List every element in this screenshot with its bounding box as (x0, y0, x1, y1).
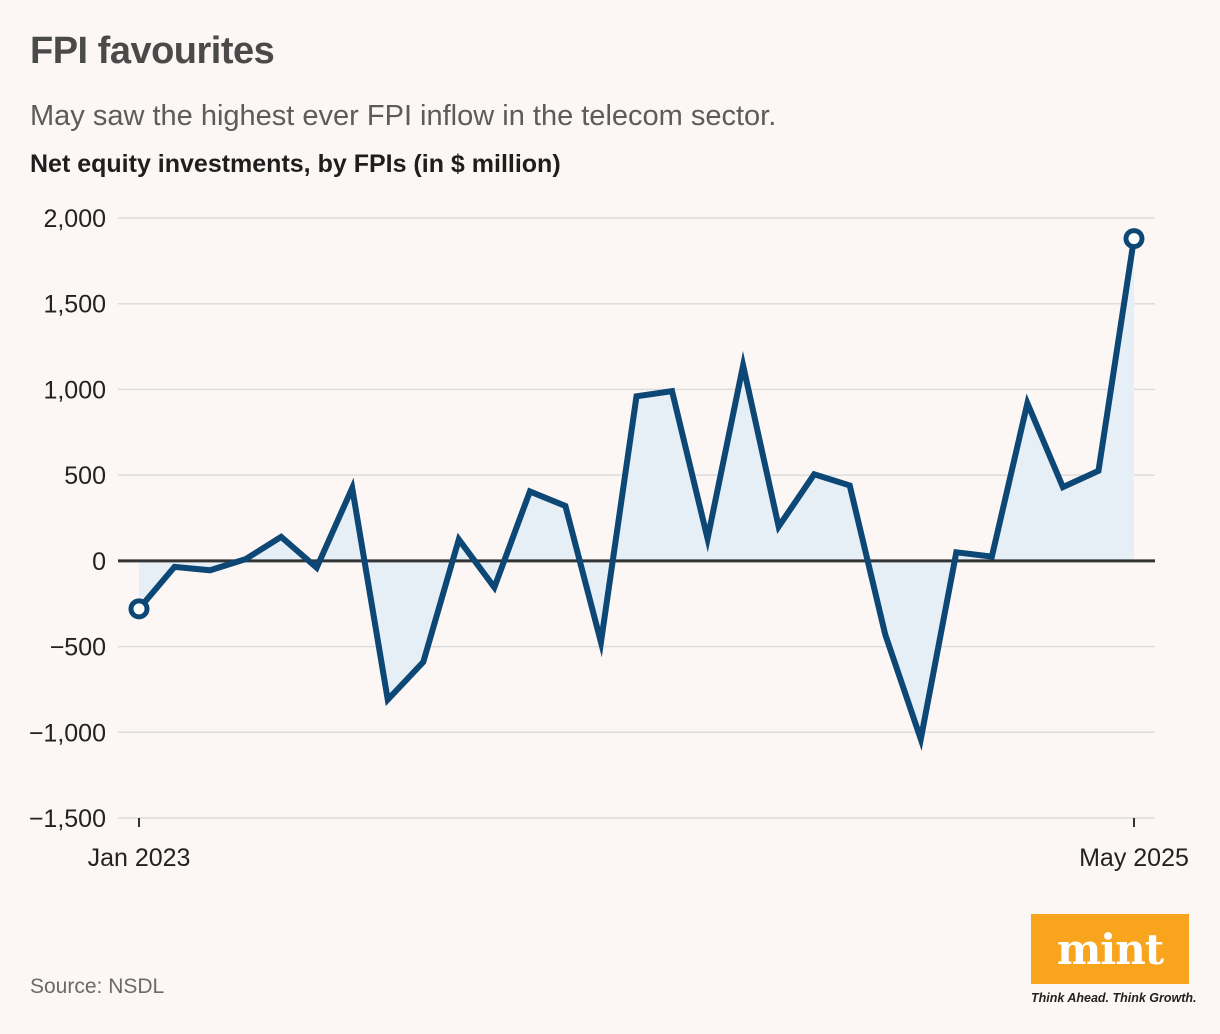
chart-title: FPI favourites (30, 30, 275, 72)
y-tick-label: 500 (64, 462, 106, 490)
logo-tagline: Think Ahead. Think Growth. (1031, 991, 1197, 1005)
y-tick-label: 0 (92, 548, 106, 576)
x-tick-label: Jan 2023 (88, 844, 191, 872)
axis-title: Net equity investments, by FPIs (in $ mi… (30, 150, 561, 178)
y-tick-label: 1,000 (43, 376, 106, 404)
x-tick-label: May 2025 (1079, 844, 1189, 872)
mint-logo: mint (1031, 914, 1189, 984)
x-axis: Jan 2023 May 2025 (88, 818, 1189, 872)
y-tick-label: −500 (50, 634, 106, 662)
area-path (139, 238, 1134, 740)
y-tick-label: −1,500 (29, 805, 106, 833)
y-tick-label: −1,000 (29, 719, 106, 747)
y-axis-tick-labels: 2,000 1,500 1,000 500 0 −500 −1,000 −1,500 (29, 205, 106, 833)
y-tick-label: 2,000 (43, 205, 106, 233)
highlight-point (1123, 228, 1145, 250)
data-points (128, 228, 1145, 620)
source-note: Source: NSDL (30, 975, 165, 998)
area-fill (139, 238, 1134, 740)
data-line (136, 235, 1137, 751)
highlight-point (128, 598, 150, 620)
y-tick-label: 1,500 (43, 291, 106, 319)
logo-wordmark: mint (1056, 924, 1164, 974)
series-line (136, 235, 1137, 751)
chart-subtitle: May saw the highest ever FPI inflow in t… (30, 100, 777, 132)
